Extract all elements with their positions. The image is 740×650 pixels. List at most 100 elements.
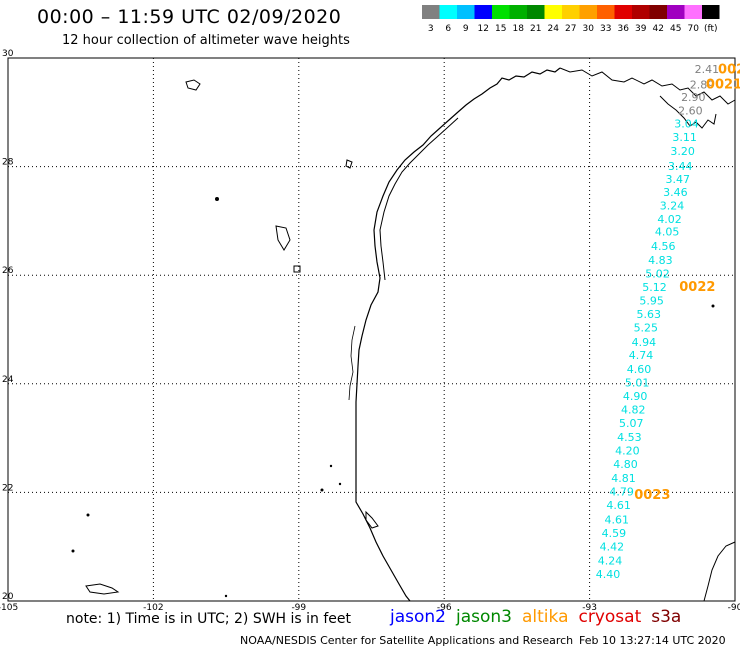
color-swatch: [527, 5, 545, 19]
wave-height-value: 4.60: [627, 363, 652, 376]
color-scale-label: 3: [428, 24, 434, 34]
island-dot: [215, 197, 219, 201]
legend-jason2: jason2: [390, 607, 446, 627]
pass-time-label: 0022: [679, 280, 715, 295]
wave-height-value: 3.24: [660, 199, 685, 212]
pass-time-label: 0021: [706, 77, 740, 92]
wave-height-value: 4.83: [648, 254, 673, 267]
color-scale-label: 12: [478, 24, 489, 34]
wave-height-value: 4.02: [657, 213, 682, 226]
color-swatch: [492, 5, 510, 19]
color-swatch: [457, 5, 475, 19]
color-swatch: [702, 5, 720, 19]
units-note: note: 1) Time is in UTC; 2) SWH is in fe…: [66, 611, 352, 627]
wave-height-value: 4.61: [604, 513, 629, 526]
map-title: 00:00 – 11:59 UTC 02/09/2020: [37, 6, 342, 28]
wave-height-value: 3.47: [666, 173, 691, 186]
wave-height-track: 2.41 2.892.902.603.043.113.20 3.443.473.46…: [596, 63, 719, 581]
island-outline: [85, 583, 120, 595]
wave-height-value: 5.95: [639, 295, 664, 308]
color-scale-label: 15: [495, 24, 506, 34]
wave-height-value: 5.63: [636, 308, 661, 321]
wave-height-value: 4.20: [615, 444, 640, 457]
latitude-tick-label: 26: [2, 266, 14, 276]
color-scale-label: 70: [688, 24, 700, 34]
wave-height-value: 4.24: [598, 555, 623, 568]
island-dot: [224, 594, 228, 598]
color-scale-label: 42: [653, 24, 664, 34]
legend-cryosat: cryosat: [578, 607, 642, 627]
color-scale-label: 33: [600, 24, 611, 34]
latitude-tick-label: 28: [2, 158, 14, 168]
island-outline: [345, 159, 353, 169]
wave-height-value: 4.90: [623, 390, 648, 403]
wave-height-value: 3.04: [674, 118, 699, 131]
wave-height-value: 2.90: [681, 91, 706, 104]
island-dot: [329, 464, 333, 468]
credit-line: NOAA/NESDIS Center for Satellite Applica…: [240, 634, 574, 647]
color-swatch: [597, 5, 615, 19]
color-swatch: [422, 5, 440, 19]
wave-height-value: 2.89: [690, 78, 715, 91]
barrier-islands: [379, 117, 459, 281]
latitude-tick-label: 22: [2, 483, 13, 493]
pass-time-label: 0023: [634, 488, 670, 503]
wave-height-value: 3.20: [670, 145, 695, 158]
color-scale-bar: 3 6 9 12 15 18 21 24 27 30 33 36 39 42 45 70 (ft): [422, 5, 720, 34]
wave-height-value: 4.79: [609, 486, 634, 499]
color-swatch: [439, 5, 457, 19]
color-scale-label: (ft): [704, 24, 718, 34]
pass-time-label: 0020: [718, 63, 740, 78]
longitude-tick-label: -105: [0, 603, 18, 613]
island-dot: [711, 304, 715, 308]
color-scale-label: 39: [635, 24, 647, 34]
axis-tick-labels: 30 28 26 24 22 20-105 -102 -99 -96 -93 -90: [0, 49, 740, 613]
longitude-tick-label: -96: [437, 603, 452, 613]
wave-height-value: 4.40: [596, 568, 621, 581]
color-swatch: [667, 5, 685, 19]
island-dot: [338, 482, 342, 486]
color-swatch: [474, 5, 492, 19]
lat-lon-grid: [7, 57, 736, 602]
map-frame: [7, 57, 736, 602]
color-swatch: [684, 5, 702, 19]
wave-height-value: 4.82: [621, 404, 646, 417]
longitude-tick-label: -102: [143, 603, 163, 613]
island-dot: [320, 488, 324, 492]
latitude-tick-label: 24: [2, 375, 14, 385]
longitude-tick-label: -99: [291, 603, 306, 613]
legend-s3a: s3a: [651, 607, 682, 627]
latitude-tick-label: 30: [2, 49, 14, 59]
color-swatch: [562, 5, 580, 19]
wave-height-value: 5.25: [634, 322, 659, 335]
satellite-legend: jason2 jason3 altika cryosat s3a: [390, 607, 691, 627]
map-subtitle: 12 hour collection of altimeter wave hei…: [62, 33, 350, 48]
wave-height-value: 4.74: [629, 349, 654, 362]
wave-height-value: 2.60: [678, 104, 703, 117]
color-swatch: [632, 5, 650, 19]
wave-height-value: 4.05: [655, 226, 680, 239]
wave-height-value: 3.11: [672, 131, 697, 144]
wave-height-value: 5.12: [642, 281, 667, 294]
wave-height-value: 3.46: [663, 186, 688, 199]
color-scale-label: 21: [530, 24, 541, 34]
color-swatch: [544, 5, 562, 19]
color-scale-label: 30: [583, 24, 595, 34]
wave-height-value: 3.44: [668, 160, 693, 173]
color-scale-label: 36: [618, 24, 630, 34]
color-scale-label: 18: [513, 24, 525, 34]
longitude-tick-label: -90: [728, 603, 740, 613]
wave-height-value: 5.02: [645, 267, 670, 280]
lagoon-shoreline: [348, 325, 356, 401]
color-scale-label: 6: [445, 24, 451, 34]
legend-altika: altika: [522, 607, 569, 627]
wave-height-value: 4.56: [651, 240, 676, 253]
wave-height-value: 4.42: [600, 541, 625, 554]
wave-height-value: 4.59: [602, 527, 627, 540]
color-swatch: [649, 5, 667, 19]
wave-height-value: 5.01: [625, 377, 650, 390]
credit-date: Feb 10 13:27:14 UTC 2020: [579, 634, 726, 647]
wave-height-value: 4.61: [606, 499, 631, 512]
lake-outline: [293, 265, 301, 273]
